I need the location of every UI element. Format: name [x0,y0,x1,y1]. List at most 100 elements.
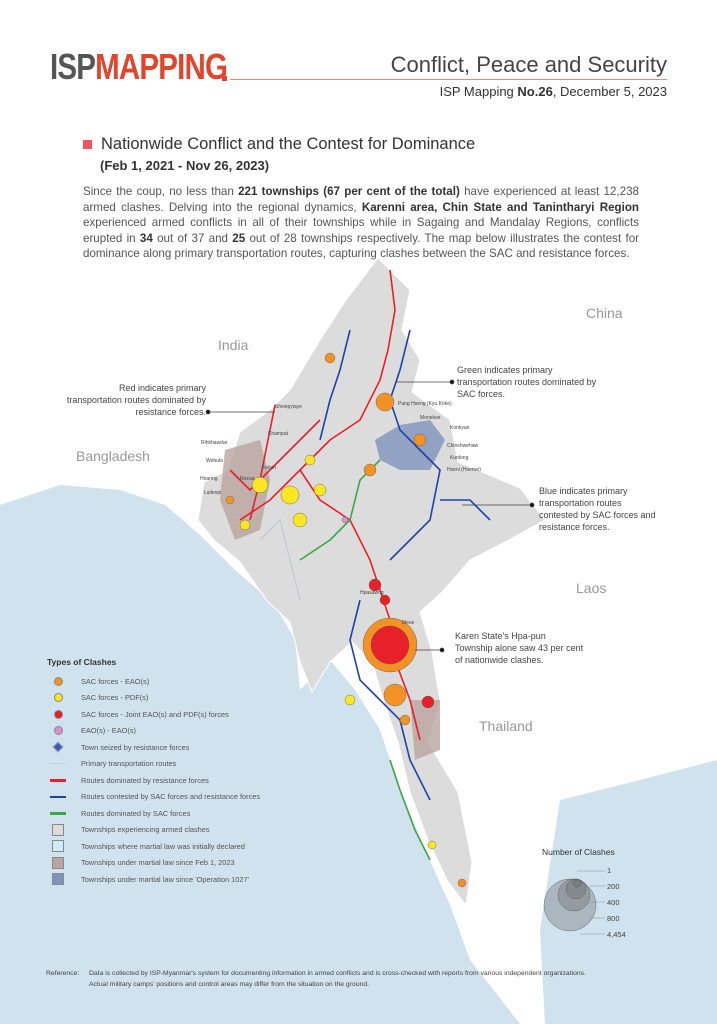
town-label: Monekoe [420,415,441,421]
reference-label: Reference: [46,970,80,977]
country-label-india: India [218,337,249,353]
bay-of-bengal-sea [0,485,520,1024]
clash-marker [292,512,308,528]
section-date-range: (Feb 1, 2021 - Nov 26, 2023) [100,158,270,173]
annotation-red-routes: Red indicates primary transportation rou… [66,383,206,417]
legend-item: SAC forces - EAO(s) [47,673,260,690]
legend-square-icon [47,823,69,836]
isp-mapping-logo: ISPMAPPING [50,46,228,88]
legend-item: Routes dominated by SAC forces [47,805,260,822]
town-label: Kunlong [450,455,469,461]
town-label: Falam [262,465,276,471]
issue-prefix: ISP Mapping [439,84,518,99]
intro-segment: out of 28 townships respectively. The ma… [83,231,639,261]
martial-law-area-south [410,700,440,760]
annotation-green-routes: Green indicates primary transportation r… [457,365,597,399]
clash-marker [457,878,467,888]
clash-marker [313,483,327,497]
size-legend-circles [543,870,605,935]
legend-square-icon [47,840,69,853]
legend-item: Townships under martial law since 'Opera… [47,871,260,888]
legend-square-icon [47,856,69,869]
legend-line-icon [47,812,69,815]
intro-segment: have experienced at least 12,238 armed c… [83,185,639,214]
legend-label: SAC forces - EAO(s) [81,676,150,686]
legend-label: EAO(s) - EAO(s) [81,726,137,736]
legend-diamond-icon [47,741,69,753]
legend-label: Townships where martial law was initiall… [81,841,245,851]
clash-marker [379,594,391,606]
clash-marker [399,714,411,726]
size-legend-label: 1 [607,866,612,875]
clash-marker [421,695,435,709]
route-line [229,419,321,492]
clash-marker [427,840,437,850]
legend-line-icon [47,779,69,782]
section-title: Nationwide Conflict and the Contest for … [101,135,476,153]
town-label: Khampat [268,431,289,437]
town-label: Rihkhawdar [201,440,228,446]
legend-item: Routes dominated by resistance forces [47,772,260,789]
clash-marker [304,454,316,466]
legend-circle-icon [47,676,69,686]
town-label: Shwepyiaye [275,404,302,410]
route-line [259,518,301,601]
header-title: Conflict, Peace and Security [390,52,667,77]
route-line [389,759,431,861]
reference-note: Reference: Data is collected by ISP-Myan… [46,969,586,990]
intro-paragraph: Since the coup, no less than 221 townshi… [83,184,639,262]
logo-isp: ISP [50,46,96,87]
clash-marker [368,578,382,592]
route-line [389,329,441,561]
country-label-bangladesh: Bangladesh [76,448,150,464]
intro-segment: Since the coup, no less than [83,185,239,198]
annotation-hpapun: Karen State's Hpa-pun Township alone saw… [455,631,584,665]
clash-legend: Types of Clashes SAC forces - EAO(s) SAC … [47,657,260,888]
route-line [440,499,491,521]
legend-label: SAC forces - Joint EAO(s) and PDF(s) for… [81,709,229,719]
gulf-sea [540,760,717,1024]
issue-line: ISP Mapping No.26, December 5, 2023 [440,84,667,99]
route-line [299,469,421,741]
clash-marker [225,495,235,505]
clash-marker [344,694,356,706]
legend-item: Town seized by resistance forces [47,739,260,756]
town-label: Hseni (Hsenwi) [447,467,481,473]
header-divider [230,79,667,80]
clash-marker [280,485,300,505]
town-label: Hnaring [200,476,218,482]
legend-line-icon [47,795,69,798]
logo-dot [222,76,227,81]
town-label: Konkyan [450,425,470,431]
annotation-blue-routes: Blue indicates primary transportation ro… [539,486,656,532]
intro-segment: 25 [232,231,246,245]
legend-label: Routes contested by SAC forces and resis… [81,792,261,802]
intro-segment: 34 [139,231,153,245]
legend-item: Townships under martial law since Feb 1,… [47,855,260,872]
legend-label: Townships experiencing armed clashes [81,825,210,835]
legend-label: Townships under martial law since 'Opera… [81,874,249,884]
clash-marker [341,516,349,524]
clash-marker [363,463,377,477]
route-line [239,269,396,521]
size-legend-title: Number of Clashes [542,847,615,857]
clash-marker [383,683,407,707]
legend-line-icon [47,763,69,765]
size-legend-label: 800 [607,914,620,923]
town-label: Chinshwehaw [447,443,479,449]
legend-item: SAC forces - PDF(s) [47,690,260,707]
route-line [349,599,431,801]
section-marker [83,140,92,149]
country-label-china: China [586,305,623,321]
legend-item: Townships experiencing armed clashes [47,822,260,839]
clash-marker [251,476,269,494]
country-label-laos: Laos [576,580,607,596]
intro-segment: Karenni area, Chin State and Tanintharyi… [361,200,640,214]
clash-markers [225,352,467,888]
legend-title: Types of Clashes [47,657,117,667]
legend-item: Primary transportation routes [47,756,260,773]
size-legend-label: 400 [607,898,620,907]
town-label: Rezua [240,476,255,482]
size-legend-label: 200 [607,882,620,891]
